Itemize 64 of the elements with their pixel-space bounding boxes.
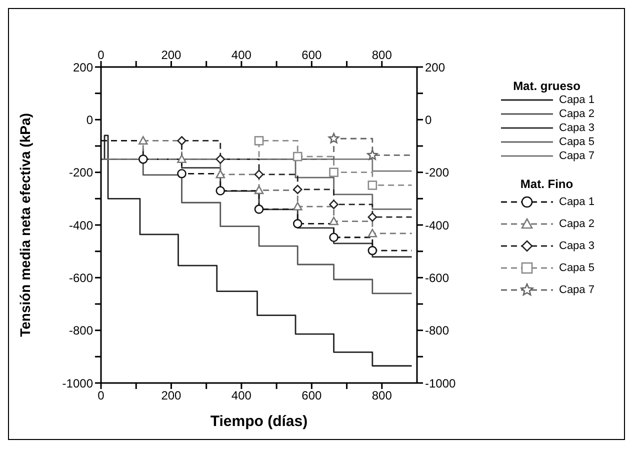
point bbox=[216, 186, 226, 196]
point bbox=[177, 169, 186, 178]
point bbox=[368, 228, 378, 238]
y2-tick-label: -400 bbox=[425, 218, 450, 232]
point bbox=[216, 154, 226, 164]
legend-label: Capa 7 bbox=[559, 150, 594, 162]
y2-tick-label: -800 bbox=[425, 324, 450, 338]
y2-tick-label: -1000 bbox=[425, 376, 456, 390]
legend-label: Capa 1 bbox=[559, 196, 594, 208]
y-axis-title: Tensión media neta efectiva (kPa) bbox=[16, 113, 33, 337]
point bbox=[329, 232, 338, 242]
y2-tick-label: 200 bbox=[425, 60, 446, 74]
point bbox=[368, 180, 378, 190]
point bbox=[254, 170, 264, 180]
y2-tick-label: -600 bbox=[425, 270, 450, 285]
y-tick-label: 200 bbox=[72, 60, 94, 74]
x2-tick-label: 200 bbox=[161, 388, 182, 403]
y2-tick-label: 0 bbox=[425, 112, 432, 127]
y-tick-label: -600 bbox=[68, 270, 94, 285]
point bbox=[138, 154, 148, 164]
legend-label: Capa 2 bbox=[559, 108, 594, 120]
legend-label: Capa 3 bbox=[559, 240, 594, 252]
point bbox=[292, 219, 302, 228]
y-tick-label: -800 bbox=[68, 324, 94, 338]
x2-tick-label: 400 bbox=[231, 388, 252, 403]
point bbox=[329, 168, 338, 177]
legend-label: Capa 5 bbox=[559, 136, 594, 148]
legend-label: Capa 2 bbox=[559, 218, 594, 230]
point bbox=[328, 132, 340, 144]
x-tick-label: 600 bbox=[302, 48, 322, 62]
text: Mat. Fino bbox=[519, 177, 574, 191]
point bbox=[368, 246, 378, 256]
point bbox=[177, 136, 186, 146]
legend-label: Capa 3 bbox=[559, 122, 594, 134]
point bbox=[254, 136, 264, 146]
y-tick-label: -200 bbox=[68, 166, 94, 180]
point bbox=[292, 202, 302, 210]
legend-label: Capa 7 bbox=[559, 284, 594, 296]
x2-tick-label: 600 bbox=[302, 388, 322, 403]
x-tick-label: 0 bbox=[98, 48, 105, 62]
legend-label: Capa 1 bbox=[559, 94, 594, 106]
point bbox=[329, 216, 338, 226]
point bbox=[368, 212, 378, 222]
text: Mat. grueso bbox=[512, 79, 582, 93]
x-tick-label: 200 bbox=[161, 48, 182, 62]
x2-tick-label: 800 bbox=[372, 388, 392, 403]
point bbox=[254, 186, 264, 194]
x2-tick-label: 0 bbox=[98, 388, 105, 403]
x-tick-label: 400 bbox=[231, 48, 252, 62]
point bbox=[292, 184, 302, 194]
point bbox=[329, 200, 338, 210]
y-tick-label: -400 bbox=[68, 218, 94, 232]
point bbox=[138, 136, 148, 145]
point bbox=[292, 152, 302, 162]
x-tick-label: 800 bbox=[372, 48, 392, 62]
x-axis-title: Tiempo (días) bbox=[210, 413, 308, 430]
y-tick-label: 0 bbox=[86, 112, 94, 127]
point bbox=[367, 150, 378, 160]
y-tick-label: -1000 bbox=[62, 376, 94, 390]
legend-label: Capa 5 bbox=[559, 262, 594, 274]
y2-tick-label: -200 bbox=[425, 166, 450, 180]
point bbox=[254, 204, 264, 214]
point bbox=[177, 154, 186, 164]
point bbox=[216, 170, 226, 178]
